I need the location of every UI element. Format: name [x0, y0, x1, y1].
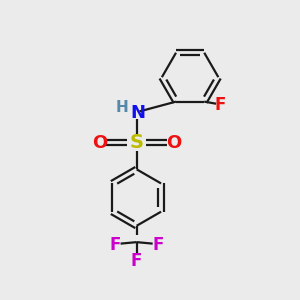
- Text: F: F: [110, 236, 121, 254]
- Text: F: F: [152, 236, 164, 254]
- Text: F: F: [131, 252, 142, 270]
- Text: F: F: [215, 96, 226, 114]
- Text: O: O: [166, 134, 182, 152]
- Text: H: H: [116, 100, 129, 115]
- Text: S: S: [130, 133, 144, 152]
- Text: O: O: [92, 134, 107, 152]
- Text: N: N: [130, 104, 146, 122]
